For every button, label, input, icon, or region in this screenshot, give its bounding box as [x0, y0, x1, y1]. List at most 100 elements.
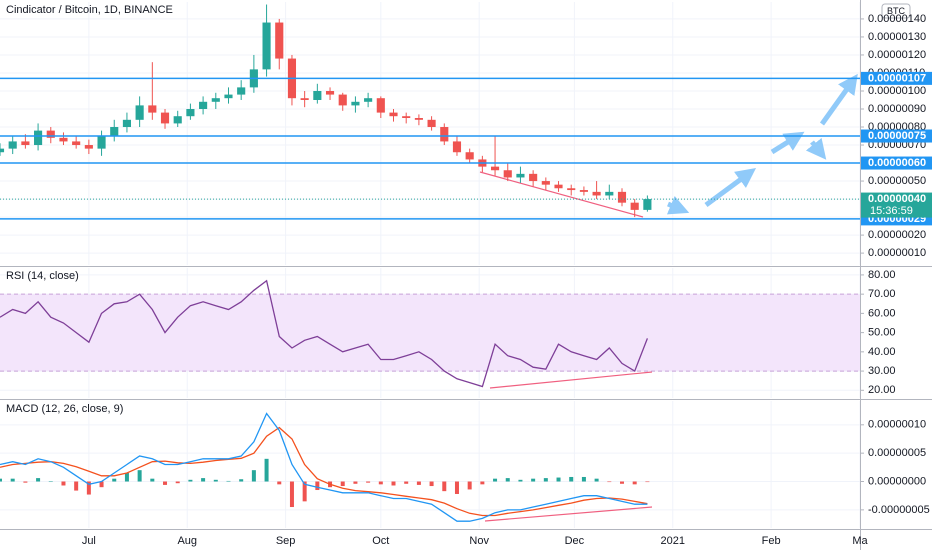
histogram-bar — [201, 478, 206, 482]
candle-body — [34, 130, 43, 146]
histogram-bar — [175, 481, 180, 484]
histogram-bar — [163, 481, 168, 485]
y-tick-label: 0.00000000 — [868, 475, 926, 487]
candle-body — [643, 199, 652, 210]
histogram-bar — [556, 477, 561, 482]
y-tick-label: 20.00 — [868, 384, 896, 396]
candle-body — [351, 101, 360, 106]
level-label: 0.00000107 — [868, 72, 926, 84]
trend-line — [489, 371, 653, 389]
y-tick-label: 0.00000010 — [868, 419, 926, 431]
candle-body — [300, 98, 309, 100]
candle-body — [72, 141, 81, 146]
last-price-box — [861, 192, 932, 218]
candle-body — [325, 90, 335, 95]
level-label-box — [861, 156, 932, 170]
trend-line — [484, 506, 653, 522]
histogram-bar — [251, 470, 256, 482]
y-tick-label: 0.00000090 — [868, 103, 926, 115]
histogram-bar — [48, 481, 53, 483]
histogram-bar — [404, 481, 409, 484]
candle-body — [0, 148, 5, 153]
candle-body — [262, 22, 271, 70]
candle-body — [427, 119, 436, 128]
candle-body — [110, 127, 119, 137]
trend-line — [479, 171, 644, 218]
candle-body — [148, 105, 157, 113]
histogram-bar — [467, 481, 472, 490]
candle-body — [490, 166, 500, 171]
macd-line — [0, 412, 648, 522]
histogram-bar — [353, 481, 358, 484]
candle-body — [503, 170, 512, 178]
candle-body — [541, 181, 550, 185]
x-tick-label: Aug — [177, 535, 197, 547]
candle-body — [59, 137, 68, 142]
currency-badge[interactable] — [881, 3, 911, 19]
candle-body — [224, 94, 233, 99]
histogram-bar — [581, 476, 586, 482]
candle-body — [592, 191, 601, 196]
rsi-band — [0, 294, 860, 372]
y-tick-label: 80.00 — [868, 269, 896, 281]
candle-body — [465, 152, 474, 160]
histogram-bar — [632, 481, 637, 485]
level-label: 0.00000075 — [868, 130, 926, 142]
candle-body — [237, 87, 246, 95]
candle-body — [414, 118, 423, 120]
histogram-bar — [213, 479, 218, 482]
histogram-bar — [137, 470, 142, 482]
candle-body — [516, 173, 525, 178]
histogram-bar — [302, 481, 307, 502]
histogram-bar — [442, 481, 447, 492]
candle-body — [338, 94, 347, 106]
drawn-arrow — [704, 168, 757, 208]
candle-body — [452, 141, 462, 153]
histogram-bar — [0, 478, 2, 482]
y-tick-label: 0.00000005 — [868, 447, 926, 459]
y-tick-label: 0.00000130 — [868, 31, 926, 43]
candle-body — [173, 116, 182, 124]
candle-body — [8, 141, 17, 149]
histogram-bar — [429, 481, 434, 487]
candle-body — [376, 98, 385, 113]
histogram-bar — [74, 481, 79, 491]
y-tick-label: 0.00000140 — [868, 13, 926, 25]
candle-body — [186, 109, 195, 117]
histogram-bar — [99, 481, 104, 488]
candle-body — [199, 101, 208, 110]
histogram-bar — [518, 479, 523, 482]
signal-line — [0, 426, 648, 517]
histogram-bar — [23, 481, 28, 483]
histogram-bar — [569, 476, 574, 482]
y-tick-label: 0.00000010 — [868, 247, 926, 259]
drawn-arrow — [805, 137, 827, 160]
histogram-bar — [480, 481, 485, 485]
background-layer — [0, 2, 861, 528]
last-price-label: 0.00000040 — [868, 193, 926, 205]
candle-body — [579, 190, 588, 192]
x-tick-label: Nov — [469, 535, 489, 547]
candle-body — [21, 141, 30, 146]
histogram-bar — [277, 481, 282, 485]
candle-body — [160, 112, 170, 124]
drawn-arrow — [770, 131, 805, 155]
candle-body — [440, 127, 449, 142]
candle-body — [122, 119, 132, 128]
drawn-arrow — [819, 73, 858, 126]
x-tick-label: Sep — [276, 535, 296, 547]
histogram-bar — [531, 478, 536, 482]
histogram-bar — [493, 478, 498, 482]
candle-body — [211, 98, 220, 102]
histogram-bar — [264, 458, 269, 482]
histogram-bar — [645, 481, 650, 483]
histogram-bar — [86, 481, 91, 495]
candle-body — [135, 105, 144, 120]
y-tick-label: 70.00 — [868, 288, 896, 300]
histogram-bar — [61, 481, 66, 486]
x-tick-label: Jul — [82, 535, 96, 547]
histogram-bar — [36, 478, 41, 482]
x-tick-label: Feb — [762, 535, 781, 547]
y-tick-label: 0.00000020 — [868, 229, 926, 241]
y-tick-label: -0.00000005 — [868, 504, 930, 516]
